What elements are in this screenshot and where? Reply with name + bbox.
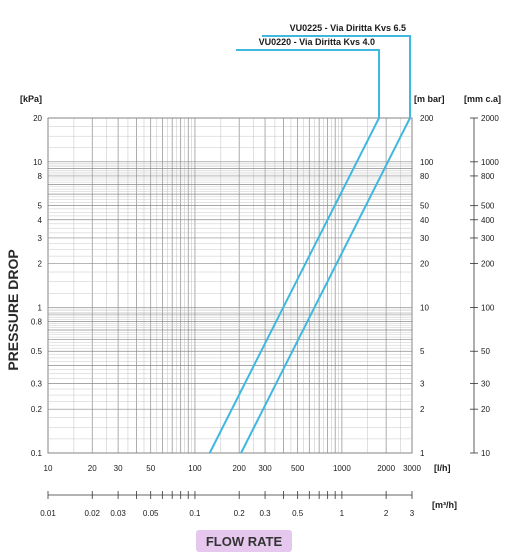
mbar-tick-label: 2 <box>420 405 425 414</box>
m3h-tick-label: 0.5 <box>292 509 304 518</box>
x-tick-label: 500 <box>291 464 305 473</box>
legend: VU0220 - Via Diritta Kvs 4.0 VU0225 - Via… <box>236 23 411 118</box>
y-tick-label: 20 <box>33 114 42 123</box>
mbar-tick-label: 80 <box>420 172 429 181</box>
y-unit-mbar: [m bar] <box>414 94 445 104</box>
m3h-tick-label: 0.03 <box>110 509 126 518</box>
legend-leader <box>236 49 381 118</box>
legend-leader <box>262 35 411 118</box>
mmca-tick-label: 500 <box>481 202 495 211</box>
x-tick-label: 30 <box>114 464 123 473</box>
mmca-tick-label: 50 <box>481 347 490 356</box>
secondary-x-axis: 0.01 0.02 0.03 0.05 0.1 0.2 0.3 0.5 1 2 3 <box>40 491 415 518</box>
m3h-tick-label: 0.3 <box>259 509 271 518</box>
mmca-tick-label: 200 <box>481 260 495 269</box>
m3h-tick-label: 0.2 <box>234 509 246 518</box>
mbar-tick-label: 10 <box>420 303 429 312</box>
y-tick-label: 0.2 <box>31 405 43 414</box>
mmca-tick-label: 30 <box>481 380 490 389</box>
x-tick-label: 20 <box>88 464 97 473</box>
mbar-tick-label: 20 <box>420 260 429 269</box>
m3h-tick-label: 2 <box>384 509 389 518</box>
y-tick-label: 5 <box>38 202 43 211</box>
mmca-tick-label: 2000 <box>481 114 499 123</box>
x-axis-ticks: 10 20 30 50 100 200 300 500 1000 2000 3000 <box>44 464 422 473</box>
y-unit-kpa: [kPa] <box>20 94 42 104</box>
x-tick-label: 1000 <box>333 464 351 473</box>
y-tick-label: 3 <box>38 234 43 243</box>
mbar-tick-label: 40 <box>420 216 429 225</box>
y-tick-label: 0.8 <box>31 318 43 327</box>
m3h-tick-label: 1 <box>340 509 345 518</box>
mbar-tick-label: 30 <box>420 234 429 243</box>
mmca-tick-label: 100 <box>481 303 495 312</box>
mbar-tick-label: 100 <box>420 158 434 167</box>
x-tick-label: 10 <box>44 464 53 473</box>
series-lines <box>208 117 411 454</box>
mbar-tick-label: 200 <box>420 114 434 123</box>
x-unit-m3h: [m³/h] <box>432 500 457 510</box>
m3h-tick-label: 0.1 <box>189 509 201 518</box>
y-tick-label: 1 <box>38 303 43 312</box>
mmca-tick-label: 800 <box>481 172 495 181</box>
y-axis-title: PRESSURE DROP <box>5 249 21 370</box>
series-line <box>240 117 411 454</box>
m3h-tick-label: 0.01 <box>40 509 56 518</box>
x-tick-label: 50 <box>146 464 155 473</box>
legend-label: VU0225 - Via Diritta Kvs 6.5 <box>290 23 406 33</box>
legend-label: VU0220 - Via Diritta Kvs 4.0 <box>259 37 375 47</box>
m3h-tick-label: 3 <box>410 509 415 518</box>
y-tick-label: 0.3 <box>31 380 43 389</box>
y-tick-label: 2 <box>38 260 43 269</box>
grid <box>47 117 413 454</box>
right-axes-ticks: 200 100 80 50 40 30 20 10 5 3 2 1 2000 1000 800 500 400 3… <box>420 114 499 458</box>
y-tick-label: 0.1 <box>31 449 43 458</box>
mmca-tick-label: 20 <box>481 405 490 414</box>
y-tick-label: 4 <box>38 216 43 225</box>
mbar-tick-label: 3 <box>420 380 425 389</box>
x-tick-label: 200 <box>232 464 246 473</box>
x-tick-label: 3000 <box>403 464 421 473</box>
y-tick-label: 8 <box>38 172 43 181</box>
x-unit-lh: [l/h] <box>434 463 451 473</box>
y-axis-ticks: 20 10 8 5 4 3 2 1 0.8 0.5 0.3 0.2 0.1 <box>31 114 43 458</box>
x-tick-label: 2000 <box>377 464 395 473</box>
mbar-tick-label: 5 <box>420 347 425 356</box>
m3h-tick-label: 0.05 <box>143 509 159 518</box>
mbar-tick-label: 1 <box>420 449 425 458</box>
y-tick-label: 0.5 <box>31 347 43 356</box>
x-tick-label: 300 <box>258 464 272 473</box>
x-tick-label: 100 <box>188 464 202 473</box>
mbar-tick-label: 50 <box>420 202 429 211</box>
mmca-tick-label: 400 <box>481 216 495 225</box>
series-line <box>208 117 380 454</box>
y-tick-label: 10 <box>33 158 42 167</box>
y-unit-mmca: [mm c.a] <box>464 94 501 104</box>
x-axis-title-text: FLOW RATE <box>205 533 283 549</box>
mmca-tick-label: 1000 <box>481 158 499 167</box>
x-axis-title: FLOW RATE <box>196 530 292 552</box>
mmca-tick-label: 300 <box>481 234 495 243</box>
m3h-tick-label: 0.02 <box>84 509 100 518</box>
mmca-tick-label: 10 <box>481 449 490 458</box>
